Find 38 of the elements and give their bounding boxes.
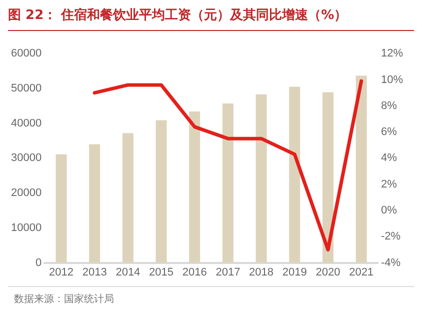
y-tick-label: 20000 [10, 187, 42, 200]
x-tick-label: 2017 [216, 266, 240, 278]
x-tick-label: 2013 [82, 266, 107, 278]
x-tick-label: 2019 [282, 266, 307, 278]
bar [222, 103, 234, 263]
y2-tick-label: 4% [380, 152, 398, 164]
y-tick-label: 30000 [10, 152, 42, 164]
bar [122, 133, 134, 263]
x-tick-label: 2021 [349, 266, 374, 278]
x-tick-label: 2015 [149, 266, 174, 278]
x-tick-label: 2016 [182, 266, 207, 278]
y-tick-label: 50000 [10, 82, 42, 94]
bar [56, 154, 67, 263]
bar [322, 92, 334, 263]
y-tick-label: 10000 [10, 222, 42, 234]
y2-tick-label: 0% [380, 204, 398, 217]
y2-tick-label: -2% [380, 230, 401, 243]
y2-tick-label: -4% [380, 256, 401, 269]
bar [89, 144, 100, 263]
bar [289, 86, 300, 263]
y2-tick-label: 6% [380, 126, 398, 138]
y2-tick-label: 10% [380, 74, 404, 86]
source-note: 数据来源：国家统计局 [14, 292, 114, 306]
y2-tick-label: 12% [380, 48, 404, 60]
y2-tick-label: 2% [380, 178, 398, 190]
x-tick-label: 2014 [116, 266, 140, 278]
y2-tick-label: 8% [380, 100, 398, 112]
y-tick-label: 60000 [10, 48, 42, 60]
bar [189, 111, 200, 263]
x-tick-label: 2018 [249, 266, 274, 278]
y-tick-label: 0 [35, 256, 42, 269]
bar [256, 94, 267, 263]
chart-title: 图 22： 住宿和餐饮业平均工资（元）及其同比增速（%） [8, 6, 348, 24]
bar [156, 120, 167, 263]
x-tick-label: 2012 [49, 266, 74, 278]
y-tick-label: 40000 [10, 117, 42, 130]
x-tick-label: 2020 [316, 266, 340, 278]
bar [356, 76, 367, 263]
